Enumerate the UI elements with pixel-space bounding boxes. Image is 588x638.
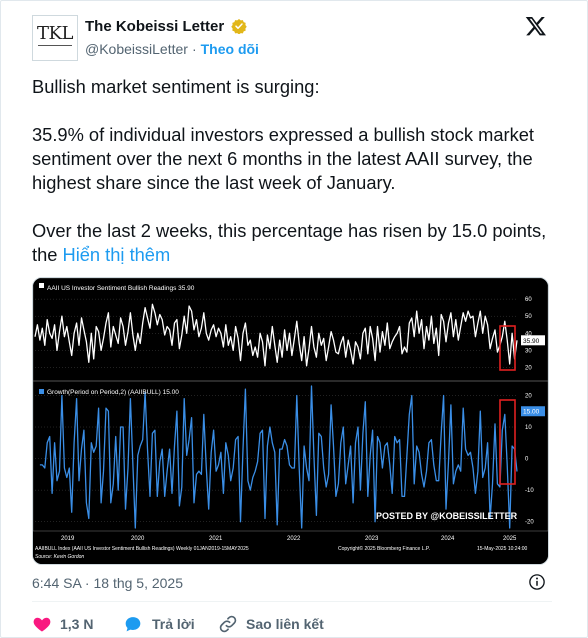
- author-name[interactable]: The Kobeissi Letter: [85, 18, 225, 35]
- like-button[interactable]: 1,3 N: [32, 612, 93, 636]
- chart1-ytick-label: 50: [525, 314, 532, 320]
- xaxis-year-label: 2019: [61, 536, 75, 542]
- tweet-timestamp[interactable]: 6:44 SA · 18 thg 5, 2025: [32, 575, 184, 591]
- divider: [32, 601, 552, 602]
- chart2-highlight-box: [499, 399, 516, 485]
- chart1-highlight-box: [499, 325, 516, 371]
- chart1-ytick-label: 60: [525, 297, 532, 303]
- chart2-last-value-tag: [521, 406, 545, 417]
- heart-icon: [33, 617, 51, 632]
- avatar[interactable]: TKL: [32, 15, 78, 61]
- avatar-logo-text: TKL: [37, 23, 73, 44]
- footer-line1-mid: Copyright© 2025 Bloomberg Finance L.P.: [338, 545, 430, 552]
- chart1-ytick-label: 20: [525, 365, 532, 371]
- copy-link-label: Sao liên kết: [246, 616, 324, 632]
- chart2-ytick-label: 20: [525, 393, 532, 399]
- like-count: 1,3 N: [60, 616, 94, 632]
- follow-button[interactable]: Theo dõi: [200, 41, 259, 57]
- chart2-series-line: [39, 385, 518, 529]
- author-handle[interactable]: @KobeissiLetter: [85, 41, 188, 57]
- xaxis-year-label: 2025: [503, 536, 517, 542]
- reply-label: Trả lời: [152, 616, 195, 632]
- xaxis-year-label: 2020: [131, 536, 145, 542]
- chart2-ytick-label: -10: [525, 488, 534, 494]
- footer-line2: Source: Kevin Gordon: [35, 554, 84, 560]
- chart2-last-value-label: 15.00: [523, 409, 540, 416]
- chart2-title: Growth(Period on Period,2) (AAIIBULL) 15…: [47, 389, 179, 396]
- tweet-paragraph-2: 35.9% of individual investors expressed …: [32, 124, 534, 193]
- tweet-media-chart[interactable]: 20 30 40 50 60 35.90 -20 -10 0 10 20 15.00 2019 2020…: [32, 277, 549, 565]
- chart1-legend-swatch: [39, 283, 44, 288]
- link-icon: [219, 615, 237, 633]
- chart2-ytick-label: -20: [525, 520, 534, 526]
- chart1-last-value-tag: [521, 335, 545, 346]
- reply-button[interactable]: Trả lời: [122, 612, 195, 636]
- chart2-ytick-label: 0: [525, 457, 529, 463]
- tweet-paragraph-3: Over the last 2 weeks, this percentage h…: [32, 219, 552, 267]
- copy-link-button[interactable]: Sao liên kết: [218, 612, 324, 636]
- dot-separator: ·: [191, 41, 197, 57]
- chart1-last-value-label: 35.90: [523, 338, 540, 345]
- show-more-link[interactable]: Hiển thị thêm: [62, 244, 171, 265]
- tweet-header: TKL The Kobeissi Letter @KobeissiLetter ·…: [32, 15, 552, 65]
- action-bar: 1,3 N Trả lời Sao liên kết: [32, 612, 552, 636]
- chart1-title: AAII US Investor Sentiment Bullish Readi…: [47, 285, 195, 292]
- xaxis-year-label: 2022: [287, 536, 301, 542]
- chart1-ytick-label: 30: [525, 348, 532, 354]
- footer-line1-left: AAIIBULL Index (AAII US Investor Sentime…: [35, 546, 249, 552]
- footer-line1-right: 15-May-2025 10:24:00: [477, 546, 528, 552]
- chart1-series-line: [34, 303, 518, 367]
- avatar-underline: [38, 45, 72, 46]
- author-name-row[interactable]: The Kobeissi Letter: [85, 18, 248, 35]
- xaxis-year-label: 2024: [441, 536, 455, 542]
- tweet-paragraph-1: Bullish market sentiment is surging:: [32, 76, 320, 97]
- chart2-ytick-label: 10: [525, 425, 532, 431]
- chart1-ytick-label: 40: [525, 331, 532, 337]
- chart2-frame: [33, 380, 548, 532]
- tweet-paragraph-3-text: Over the last 2 weeks, this percentage h…: [32, 220, 547, 265]
- author-handle-row: @KobeissiLetter · Theo dõi: [85, 41, 259, 57]
- x-logo-icon[interactable]: [525, 15, 547, 37]
- chart2-legend-swatch: [39, 389, 44, 394]
- verified-badge-icon: [231, 19, 248, 34]
- xaxis-year-label: 2021: [209, 536, 223, 542]
- xaxis-year-label: 2023: [365, 536, 379, 542]
- info-icon[interactable]: [528, 573, 546, 591]
- reply-bubble-icon: [125, 617, 141, 632]
- bloomberg-chart: 20 30 40 50 60 35.90 -20 -10 0 10 20 15.00 2019 2020…: [33, 278, 548, 564]
- chart-watermark: POSTED BY @KOBEISSILETTER: [376, 511, 518, 521]
